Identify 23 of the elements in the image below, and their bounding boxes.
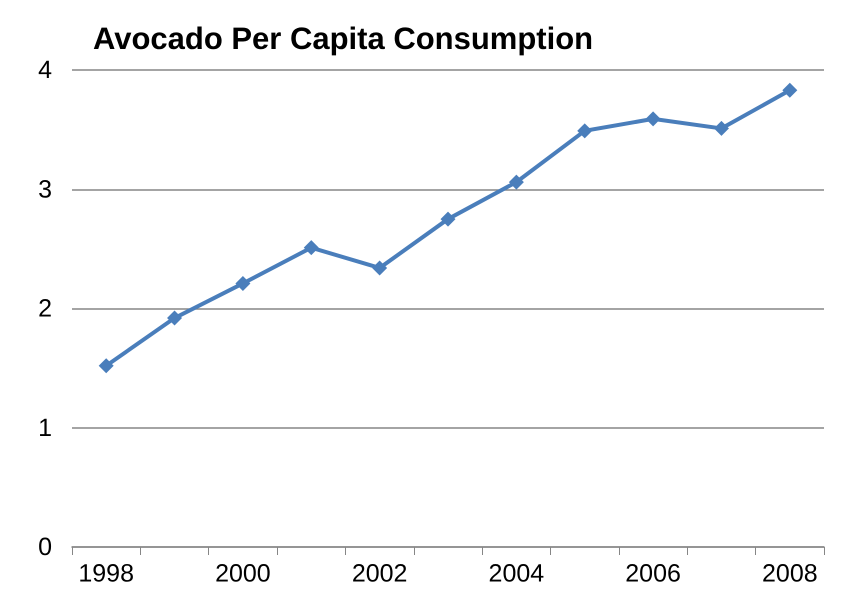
y-tick-label: 1 bbox=[38, 414, 52, 442]
point bbox=[714, 120, 729, 136]
point bbox=[304, 240, 319, 256]
x-tick-label: 2002 bbox=[352, 560, 408, 588]
point bbox=[440, 212, 456, 227]
chart-title: Avocado Per Capita Consumption bbox=[93, 21, 594, 56]
x-tick-label: 2000 bbox=[215, 560, 271, 588]
x-tick-label: 2004 bbox=[488, 560, 544, 588]
x-tick-label: 1998 bbox=[78, 560, 134, 588]
point bbox=[782, 82, 798, 98]
point bbox=[508, 174, 524, 190]
point bbox=[577, 123, 592, 138]
y-tick-label: 0 bbox=[38, 533, 52, 561]
point bbox=[235, 276, 250, 291]
x-tick-label: 2006 bbox=[625, 560, 681, 588]
point bbox=[98, 358, 114, 374]
y-tick-label: 2 bbox=[38, 294, 52, 322]
point bbox=[372, 260, 388, 276]
x-tick-label: 2008 bbox=[762, 560, 818, 588]
y-tick-label: 3 bbox=[38, 175, 52, 204]
y-tick-label: 4 bbox=[38, 56, 52, 84]
point bbox=[646, 111, 661, 126]
point bbox=[167, 310, 182, 326]
